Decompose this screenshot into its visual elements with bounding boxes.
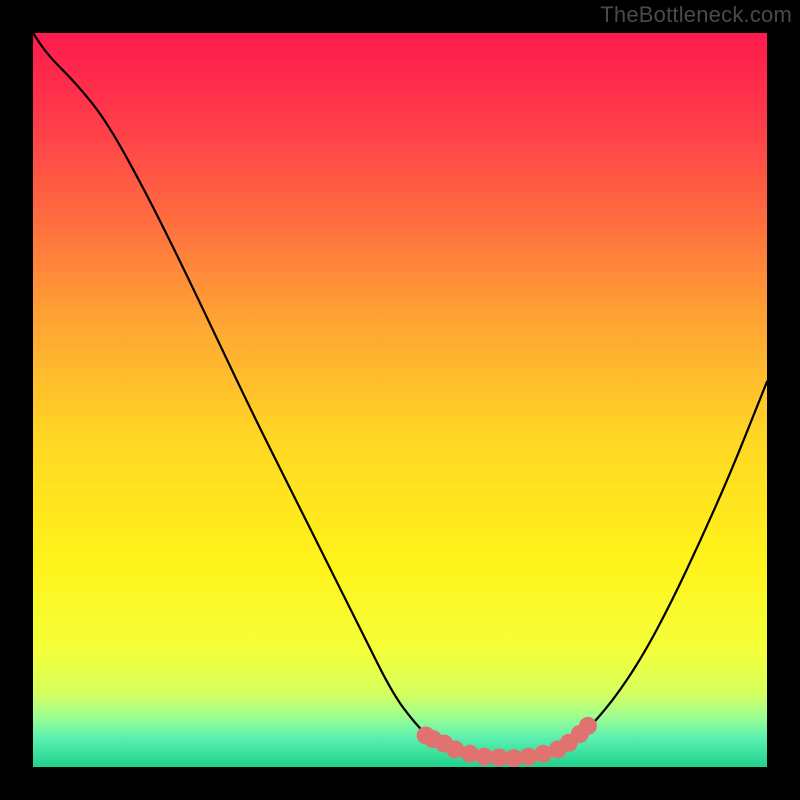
data-dot: [579, 717, 597, 735]
chart-svg: [33, 33, 767, 767]
bottleneck-curve: [33, 33, 767, 759]
data-dots: [417, 717, 597, 767]
chart-container: TheBottleneck.com: [0, 0, 800, 800]
plot-area: [33, 33, 767, 767]
watermark-text: TheBottleneck.com: [600, 2, 792, 28]
